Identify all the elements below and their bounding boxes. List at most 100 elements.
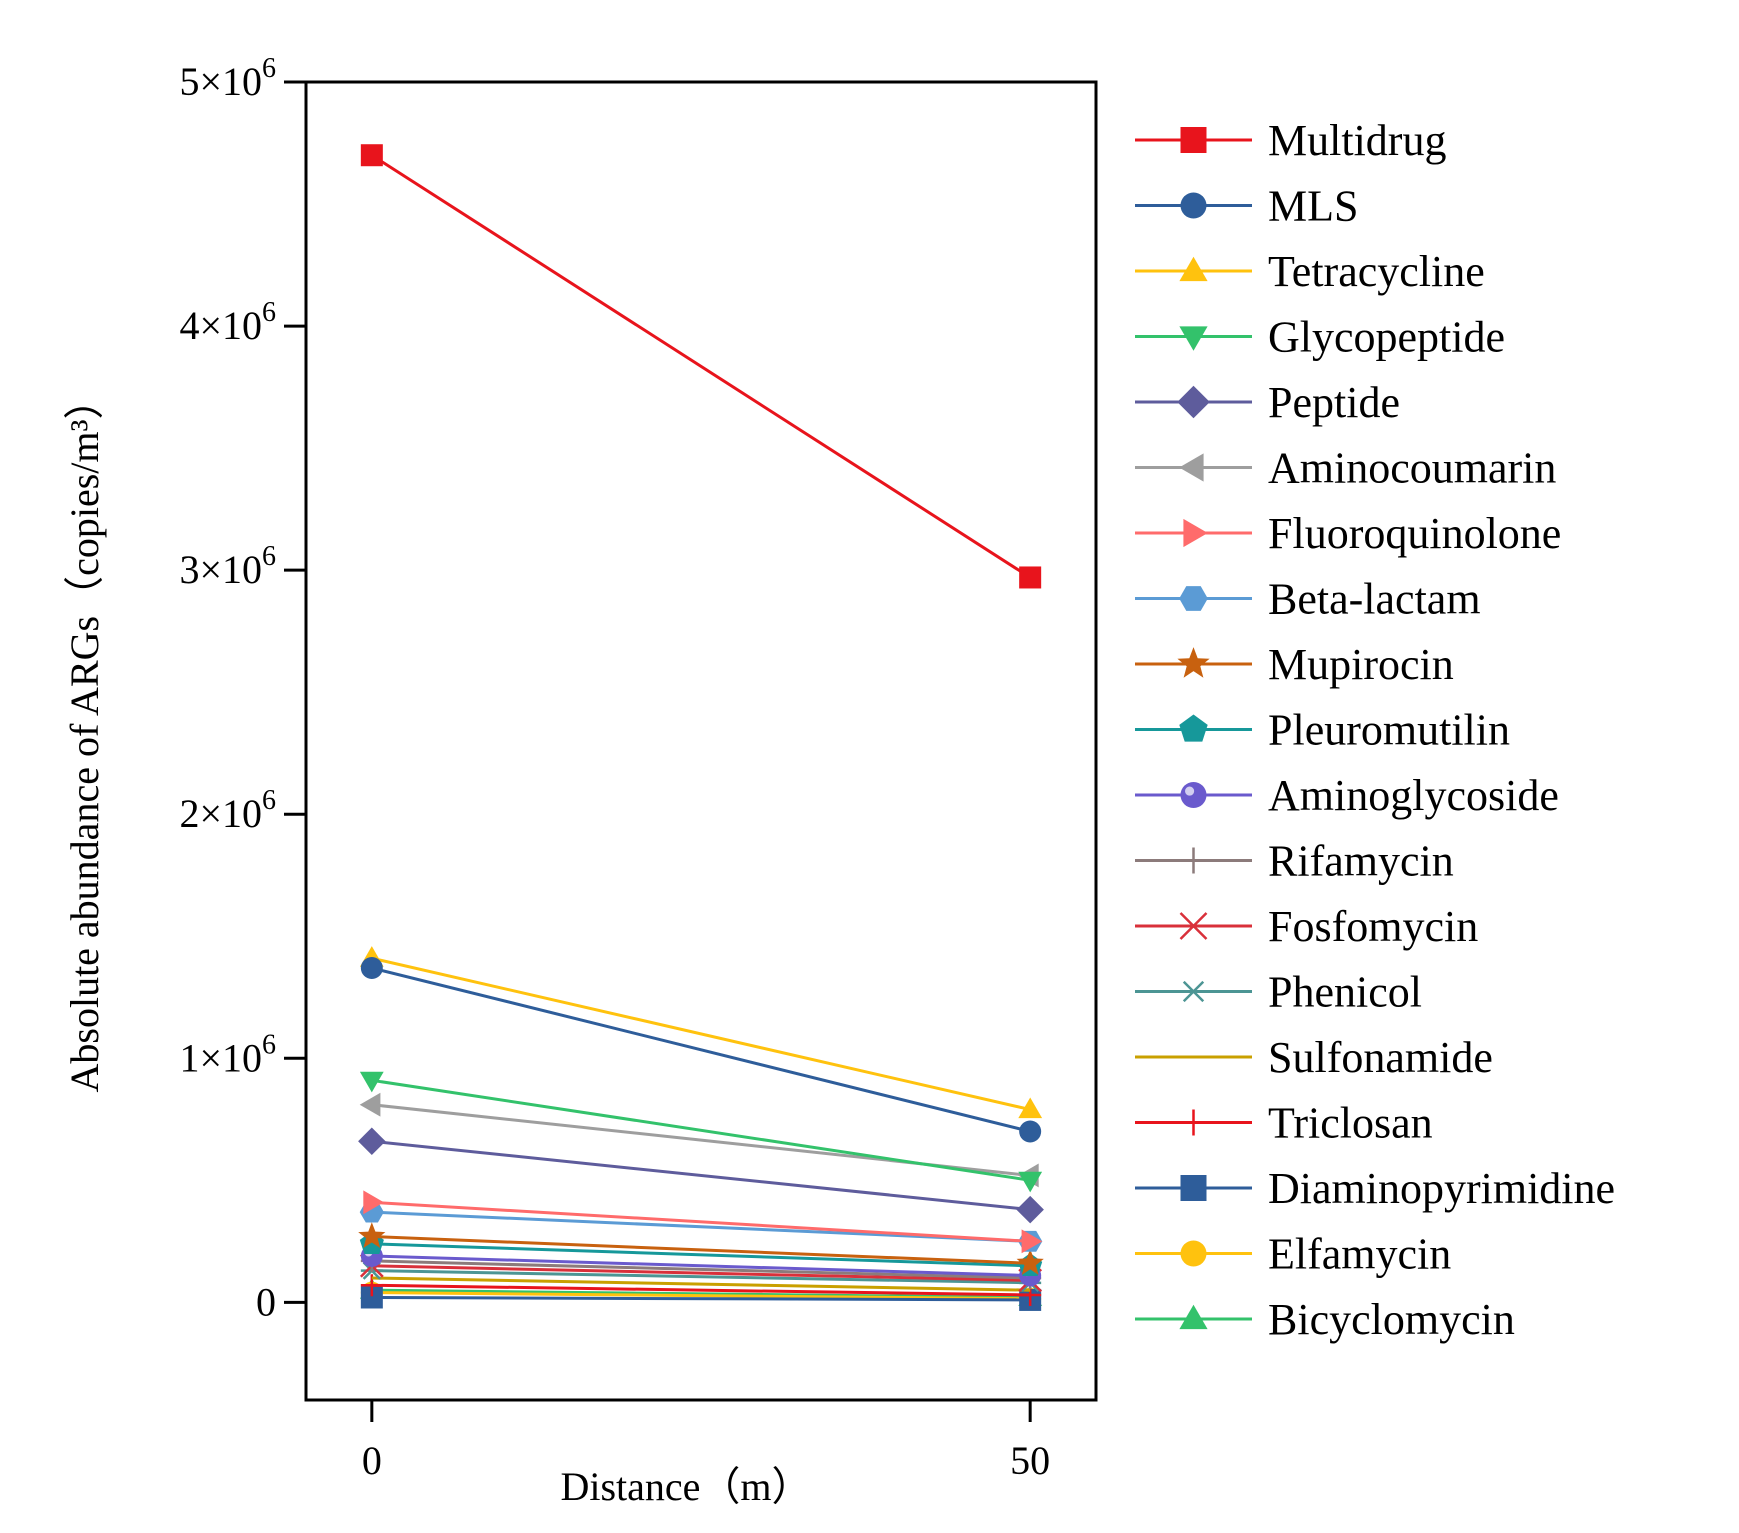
y-axis-title: Absolute abundance of ARGs（copies/m³） xyxy=(62,380,107,1093)
legend-label: Beta-lactam xyxy=(1268,575,1481,624)
series-glycopeptide xyxy=(359,1071,1043,1193)
legend-item-bicyclomycin: Bicyclomycin xyxy=(1135,1295,1515,1344)
plot-series-group xyxy=(358,144,1044,1311)
legend-marker-peptide xyxy=(1177,385,1210,419)
data-point-fluoroquinolone-1 xyxy=(1021,1229,1043,1254)
legend-marker-beta-lactam xyxy=(1179,586,1208,611)
y-tick-label: 0 xyxy=(256,1279,276,1324)
legend-label: MLS xyxy=(1268,182,1358,231)
legend-marker-glycopeptide xyxy=(1179,326,1208,351)
legend-item-phenicol: Phenicol xyxy=(1135,968,1422,1017)
series-line-mls xyxy=(371,966,1031,1133)
legend-label: Bicyclomycin xyxy=(1268,1295,1515,1344)
legend-label: Elfamycin xyxy=(1268,1230,1451,1279)
legend-label: Mupirocin xyxy=(1268,640,1454,689)
series-line-pleuromutilin xyxy=(371,1242,1031,1268)
legend-label: Triclosan xyxy=(1268,1099,1433,1148)
data-point-mupirocin-1 xyxy=(1016,1249,1044,1275)
legend: Multidrug MLS Tetracycline Glycopeptide Pept… xyxy=(1135,116,1615,1344)
legend-label: Sulfonamide xyxy=(1268,1033,1493,1082)
legend-item-sulfonamide: Sulfonamide xyxy=(1135,1033,1493,1082)
series-sulfonamide xyxy=(371,1276,1031,1292)
data-point-fluoroquinolone-0 xyxy=(363,1190,384,1215)
series-line-elfamycin xyxy=(371,1291,1031,1301)
series-line-tetracycline xyxy=(371,956,1031,1112)
data-point-mls-1 xyxy=(1019,1120,1042,1143)
legend-item-diaminopyrimidine: Diaminopyrimidine xyxy=(1135,1164,1615,1213)
y-tick-label: 5×106 xyxy=(179,53,276,104)
legend-item-fluoroquinolone: Fluoroquinolone xyxy=(1135,509,1561,558)
x-tick-label: 50 xyxy=(1010,1438,1050,1483)
legend-marker-mupirocin xyxy=(1177,647,1210,678)
legend-marker-multidrug xyxy=(1180,127,1207,153)
y-tick-label: 4×106 xyxy=(179,297,276,348)
legend-label: Glycopeptide xyxy=(1268,313,1505,362)
data-point-peptide-0 xyxy=(358,1127,386,1155)
data-point-aminocoumarin-0 xyxy=(359,1092,381,1117)
legend-item-mupirocin: Mupirocin xyxy=(1135,640,1454,689)
series-line-sulfonamide xyxy=(371,1276,1031,1292)
legend-label: Rifamycin xyxy=(1268,837,1454,886)
legend-item-multidrug: Multidrug xyxy=(1135,116,1446,165)
x-tick-label: 0 xyxy=(362,1438,382,1483)
legend-marker-triclosan xyxy=(1180,1109,1207,1136)
series-line-fosfomycin xyxy=(371,1264,1031,1282)
series-line-phenicol xyxy=(371,1269,1031,1285)
legend-item-tetracycline: Tetracycline xyxy=(1135,247,1485,296)
series-mls xyxy=(360,956,1042,1143)
legend-label: Aminocoumarin xyxy=(1268,444,1556,493)
series-line-aminoglycoside xyxy=(371,1254,1031,1277)
legend-marker-tetracycline xyxy=(1179,256,1208,282)
data-point-peptide-1 xyxy=(1016,1195,1044,1224)
legend-marker-mls xyxy=(1180,192,1207,219)
legend-label: Multidrug xyxy=(1268,116,1446,165)
legend-marker-phenicol xyxy=(1180,980,1207,1003)
data-point-tetracycline-1 xyxy=(1018,1097,1043,1119)
legend-marker-aminocoumarin xyxy=(1179,453,1204,482)
legend-item-peptide: Peptide xyxy=(1135,378,1400,427)
legend-marker-diaminopyrimidine xyxy=(1180,1175,1207,1201)
legend-marker-elfamycin xyxy=(1180,1240,1207,1267)
axis-ticks-group: 0 1×106 2×106 3×106 4×106 5×106 0 50 xyxy=(179,53,1050,1483)
series-peptide xyxy=(358,1127,1044,1224)
legend-item-aminocoumarin: Aminocoumarin xyxy=(1135,444,1556,493)
y-tick-label: 1×106 xyxy=(179,1029,276,1080)
series-line-beta-lactam xyxy=(371,1210,1031,1243)
legend-item-elfamycin: Elfamycin xyxy=(1135,1230,1451,1279)
legend-label: Aminoglycoside xyxy=(1268,771,1559,820)
series-mupirocin xyxy=(358,1222,1044,1275)
y-tick-label: 3×106 xyxy=(179,541,276,592)
legend-marker-fosfomycin xyxy=(1179,912,1208,940)
legend-marker-bicyclomycin xyxy=(1179,1304,1208,1330)
data-point-mupirocin-0 xyxy=(358,1222,386,1248)
series-multidrug xyxy=(360,144,1042,589)
series-line-triclosan xyxy=(371,1283,1031,1297)
legend-label: Phenicol xyxy=(1268,968,1422,1017)
legend-marker-aminoglycoside xyxy=(1180,782,1207,808)
legend-marker-fluoroquinolone xyxy=(1183,518,1208,548)
series-line-mupirocin xyxy=(371,1235,1031,1265)
plot-frame xyxy=(304,80,1098,1402)
legend-marker-rifamycin xyxy=(1180,847,1207,874)
legend-item-triclosan: Triclosan xyxy=(1135,1099,1433,1148)
data-point-multidrug-1 xyxy=(1019,566,1042,589)
legend-item-beta-lactam: Beta-lactam xyxy=(1135,575,1481,624)
legend-marker-pleuromutilin xyxy=(1179,714,1208,742)
series-line-glycopeptide xyxy=(371,1078,1031,1182)
series-line-diaminopyrimidine xyxy=(371,1296,1031,1302)
data-point-glycopeptide-1 xyxy=(1018,1171,1043,1193)
legend-item-mls: MLS xyxy=(1135,182,1358,231)
series-line-peptide xyxy=(371,1139,1031,1212)
series-fluoroquinolone xyxy=(363,1190,1043,1254)
legend-label: Peptide xyxy=(1268,378,1400,427)
legend-label: Pleuromutilin xyxy=(1268,706,1510,755)
legend-item-aminoglycoside: Aminoglycoside xyxy=(1135,771,1559,820)
legend-item-glycopeptide: Glycopeptide xyxy=(1135,313,1505,362)
data-point-mls-0 xyxy=(360,956,383,979)
y-tick-label: 2×106 xyxy=(179,785,276,836)
data-point-diaminopyrimidine-0 xyxy=(360,1286,383,1309)
data-point-multidrug-0 xyxy=(360,144,383,167)
legend-item-rifamycin: Rifamycin xyxy=(1135,837,1454,886)
series-line-multidrug xyxy=(370,153,1032,579)
